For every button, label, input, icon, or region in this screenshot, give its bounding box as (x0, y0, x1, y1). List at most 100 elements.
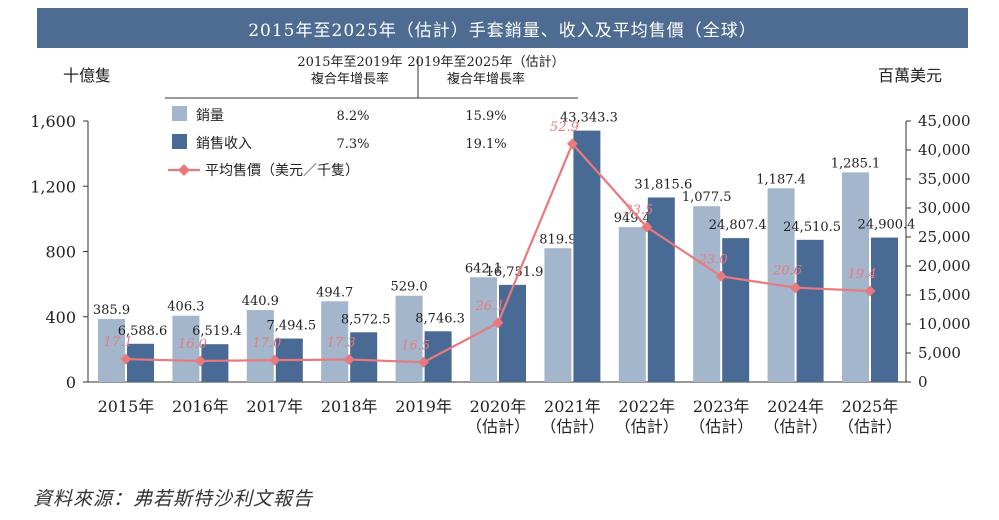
left-tick-label: 800 (45, 243, 76, 262)
legend-price-marker (178, 164, 190, 176)
revenue-value-label: 24,510.5 (783, 220, 841, 235)
cagr-header: 複合年增長率 (447, 71, 525, 87)
revenue-value-label: 6,588.6 (118, 324, 168, 339)
price-marker (418, 356, 430, 368)
x-tick-label: （估計） (540, 417, 604, 436)
x-tick-label: 2024年 (767, 397, 824, 416)
volume-bar (544, 248, 572, 382)
right-tick-label: 25,000 (918, 228, 971, 246)
revenue-bar (350, 332, 378, 382)
revenue-value-label: 24,807.4 (709, 218, 767, 233)
left-tick-label: 0 (66, 373, 76, 392)
price-marker (566, 138, 578, 150)
volume-bar (618, 227, 646, 382)
volume-value-label: 1,077.5 (682, 190, 732, 205)
x-tick-label: 2016年 (172, 397, 229, 416)
x-tick-label: （估計） (764, 417, 828, 436)
x-tick-label: 2022年 (618, 397, 675, 416)
legend-revenue-swatch (172, 134, 187, 149)
cagr-header: 2015年至2019年 (297, 55, 402, 70)
revenue-bar (722, 238, 750, 382)
price-value-label: 33.5 (624, 203, 653, 218)
right-tick-label: 10,000 (918, 315, 971, 333)
volume-bar (98, 319, 125, 382)
revenue-value-label: 16,751.9 (486, 265, 544, 280)
price-value-label: 17.0 (252, 336, 281, 351)
x-tick-label: （估計） (838, 417, 902, 436)
right-tick-label: 20,000 (918, 257, 971, 275)
x-tick-label: （估計） (466, 417, 530, 436)
volume-bar (321, 301, 349, 382)
revenue-bar (424, 331, 452, 382)
x-tick-label: （估計） (689, 417, 753, 436)
revenue-value-label: 8,746.3 (415, 311, 465, 326)
x-tick-label: 2023年 (693, 397, 750, 416)
left-axis-unit: 十億隻 (63, 66, 111, 85)
price-marker (864, 285, 876, 297)
source-note: 資料來源：弗若斯特沙利文報告 (33, 488, 314, 510)
price-value-label: 19.4 (848, 267, 877, 282)
volume-bar (172, 315, 200, 382)
volume-bar (842, 172, 869, 382)
volume-value-label: 440.9 (242, 294, 279, 309)
price-marker (790, 282, 802, 294)
revenue-bar (871, 237, 898, 382)
price-marker (269, 354, 281, 366)
volume-value-label: 529.0 (390, 280, 427, 295)
volume-value-label: 494.7 (316, 285, 353, 300)
cagr-header: 2019年至2025年（估計） (407, 54, 564, 70)
legend-series-label: 銷量 (196, 108, 224, 124)
legend-series-label: 銷售收入 (196, 136, 252, 152)
legend-volume-swatch (172, 106, 187, 121)
x-tick-label: 2021年 (544, 397, 601, 416)
x-tick-label: 2015年 (98, 397, 155, 416)
right-tick-label: 30,000 (918, 199, 971, 217)
price-value-label: 17.3 (327, 335, 356, 350)
legend-price-label: 平均售價（美元／千隻） (205, 162, 359, 179)
right-tick-label: 0 (918, 373, 928, 391)
volume-bar (395, 295, 423, 382)
x-tick-label: 2017年 (246, 397, 303, 416)
revenue-bar (573, 130, 601, 382)
price-marker (492, 317, 504, 329)
volume-value-label: 819.9 (539, 232, 576, 247)
revenue-value-label: 8,572.5 (341, 312, 391, 327)
volume-bar (693, 206, 721, 382)
cagr-value: 19.1% (465, 137, 506, 152)
right-tick-label: 40,000 (918, 141, 971, 159)
chart-title: 2015年至2025年（估計）手套銷量、收入及平均售價（全球） (37, 8, 968, 48)
x-tick-label: 2019年 (395, 397, 452, 416)
revenue-value-label: 43,343.3 (560, 111, 618, 126)
chart-canvas: 0 400 800 1,200 1,600 0 5,000 10,000 15,000 20,00… (30, 54, 971, 436)
x-tick-label: 2020年 (470, 397, 527, 416)
volume-value-label: 1,285.1 (831, 156, 881, 171)
revenue-value-label: 31,815.6 (634, 177, 692, 192)
x-tick-label: 2025年 (842, 397, 899, 416)
cagr-header: 複合年增長率 (311, 71, 389, 87)
revenue-bar (201, 344, 229, 382)
revenue-value-label: 24,900.4 (858, 218, 916, 233)
left-tick-label: 1,600 (30, 112, 76, 131)
price-value-label: 17.1 (104, 335, 133, 350)
price-value-label: 16.5 (401, 338, 430, 353)
cagr-value: 15.9% (465, 109, 506, 124)
price-marker (715, 270, 727, 282)
right-tick-label: 5,000 (918, 344, 961, 362)
price-marker (194, 355, 206, 367)
left-tick-label: 1,200 (30, 177, 76, 196)
x-tick-label: （估計） (615, 417, 679, 436)
volume-value-label: 385.9 (93, 303, 130, 318)
left-tick-label: 400 (45, 308, 76, 327)
price-marker (343, 353, 355, 365)
volume-bar (246, 310, 274, 382)
right-axis-unit: 百萬美元 (878, 66, 942, 85)
price-marker (120, 353, 132, 365)
revenue-value-label: 7,494.5 (266, 319, 316, 334)
revenue-bar (127, 343, 154, 382)
right-tick-label: 35,000 (918, 170, 971, 188)
volume-value-label: 1,187.4 (756, 172, 806, 187)
revenue-bar (796, 239, 824, 382)
revenue-bar (499, 284, 526, 382)
right-tick-label: 45,000 (918, 112, 971, 130)
x-tick-label: 2018年 (321, 397, 378, 416)
